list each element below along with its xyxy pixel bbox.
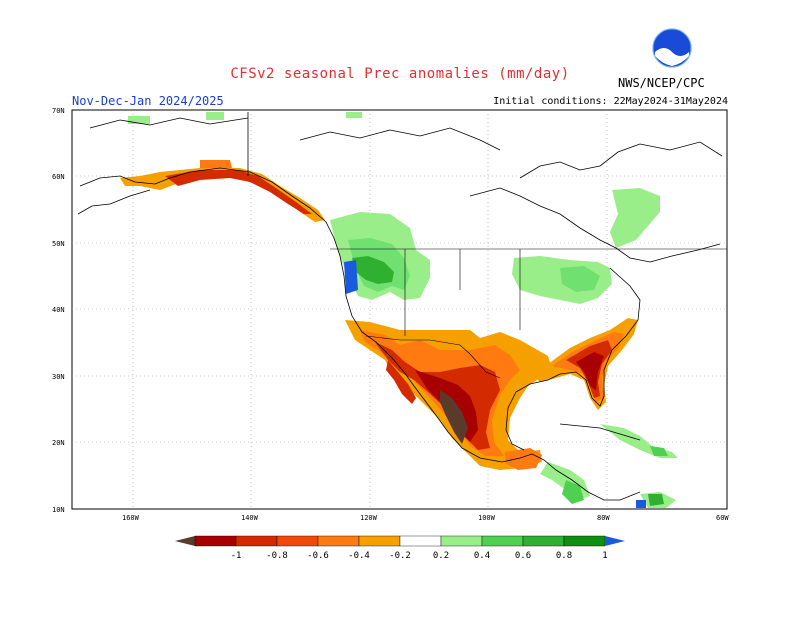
longitude-labels: 160W 140W 120W 100W 80W 60W — [122, 514, 729, 522]
colorbar-segment — [522, 535, 565, 547]
lat-label: 60N — [52, 173, 65, 181]
colorbar-segment — [563, 535, 606, 547]
agency-label: NWS/NCEP/CPC — [618, 76, 705, 90]
colorbar-segment — [276, 535, 319, 547]
colorbar-label: 0.2 — [433, 551, 449, 561]
lat-label: 30N — [52, 373, 65, 381]
lon-label: 160W — [122, 514, 140, 522]
colorbar-label: -0.2 — [389, 551, 411, 561]
colorbar-segment — [194, 535, 237, 547]
dry-anomaly-areas — [120, 160, 638, 470]
lon-label: 140W — [241, 514, 259, 522]
lon-label: 100W — [478, 514, 496, 522]
colorbar-segment — [440, 535, 483, 547]
colorbar-label: -1 — [231, 551, 242, 561]
initial-conditions-label: Initial conditions: 22May2024-31May2024 — [493, 96, 728, 107]
colorbar-label: -0.8 — [266, 551, 288, 561]
colorbar-under-arrow — [175, 536, 195, 546]
colorbar-label: 1 — [602, 551, 607, 561]
colorbar-segment — [235, 535, 278, 547]
colorbar-segment — [399, 535, 442, 547]
political-borders — [330, 248, 727, 379]
colorbar-label: -0.6 — [307, 551, 329, 561]
colorbar-segment — [481, 535, 524, 547]
colorbar-label: 0.6 — [515, 551, 531, 561]
lon-label: 80W — [597, 514, 610, 522]
map-frame — [71, 109, 728, 510]
colorbar-label: -0.4 — [348, 551, 370, 561]
colorbar-segment — [358, 535, 401, 547]
lat-label: 20N — [52, 439, 65, 447]
lon-label: 120W — [360, 514, 378, 522]
lat-label: 40N — [52, 306, 65, 314]
lat-label: 50N — [52, 240, 65, 248]
colorbar-over-arrow — [605, 536, 625, 546]
lat-label: 10N — [52, 506, 65, 514]
season-label: Nov-Dec-Jan 2024/2025 — [72, 94, 224, 108]
coastlines — [77, 112, 723, 501]
colorbar-label: 0.4 — [474, 551, 490, 561]
colorbar: -1 -0.8 -0.6 -0.4 -0.2 0.2 0.4 0.6 0.8 1 — [175, 535, 625, 561]
noaa-logo-icon — [652, 28, 692, 68]
lat-label: 70N — [52, 107, 65, 115]
lon-label: 60W — [716, 514, 729, 522]
colorbar-label: 0.8 — [556, 551, 572, 561]
latitude-labels: 70N 60N 50N 40N 30N 20N 10N — [52, 107, 65, 514]
map-title: CFSv2 seasonal Prec anomalies (mm/day) — [230, 66, 570, 82]
colorbar-segment — [317, 535, 360, 547]
